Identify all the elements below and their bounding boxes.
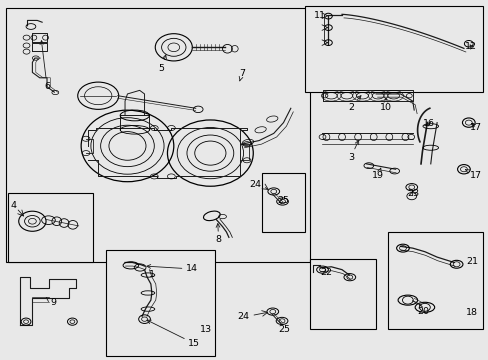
Text: 19: 19 [371, 168, 383, 180]
Text: 7: 7 [239, 69, 244, 81]
Text: 2: 2 [347, 96, 360, 112]
Bar [305, 6, 483, 92]
Text: 15: 15 [147, 320, 200, 348]
Bar [261, 173, 305, 232]
Text: 16: 16 [422, 119, 434, 128]
Text: 17: 17 [465, 170, 481, 180]
Text: 5: 5 [158, 55, 166, 73]
Text: 9: 9 [46, 298, 56, 307]
Text: 11: 11 [314, 10, 325, 19]
Bar [8, 193, 93, 262]
Text: 13: 13 [199, 325, 211, 334]
Text: 10: 10 [379, 98, 391, 112]
Text: 23: 23 [407, 189, 419, 198]
Text: 14: 14 [146, 265, 198, 274]
Text: 24: 24 [237, 312, 249, 321]
Text: 18: 18 [465, 308, 477, 317]
Bar [105, 250, 215, 356]
Text: 1: 1 [148, 270, 155, 279]
Bar [310, 259, 375, 329]
Text: 25: 25 [277, 196, 289, 205]
Text: 17: 17 [469, 123, 481, 132]
Text: 25: 25 [278, 325, 290, 334]
Text: 20: 20 [416, 305, 428, 316]
Text: 24: 24 [249, 180, 261, 189]
Text: 3: 3 [347, 140, 358, 162]
Bar [387, 232, 483, 329]
Text: 6: 6 [40, 41, 50, 91]
Text: 8: 8 [215, 224, 221, 244]
Text: 22: 22 [320, 268, 332, 277]
Text: 4: 4 [10, 201, 17, 210]
Bar [5, 8, 310, 262]
Text: 12: 12 [464, 42, 476, 51]
Text: 21: 21 [465, 257, 477, 266]
